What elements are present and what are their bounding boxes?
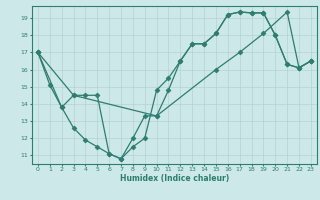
- X-axis label: Humidex (Indice chaleur): Humidex (Indice chaleur): [120, 174, 229, 183]
